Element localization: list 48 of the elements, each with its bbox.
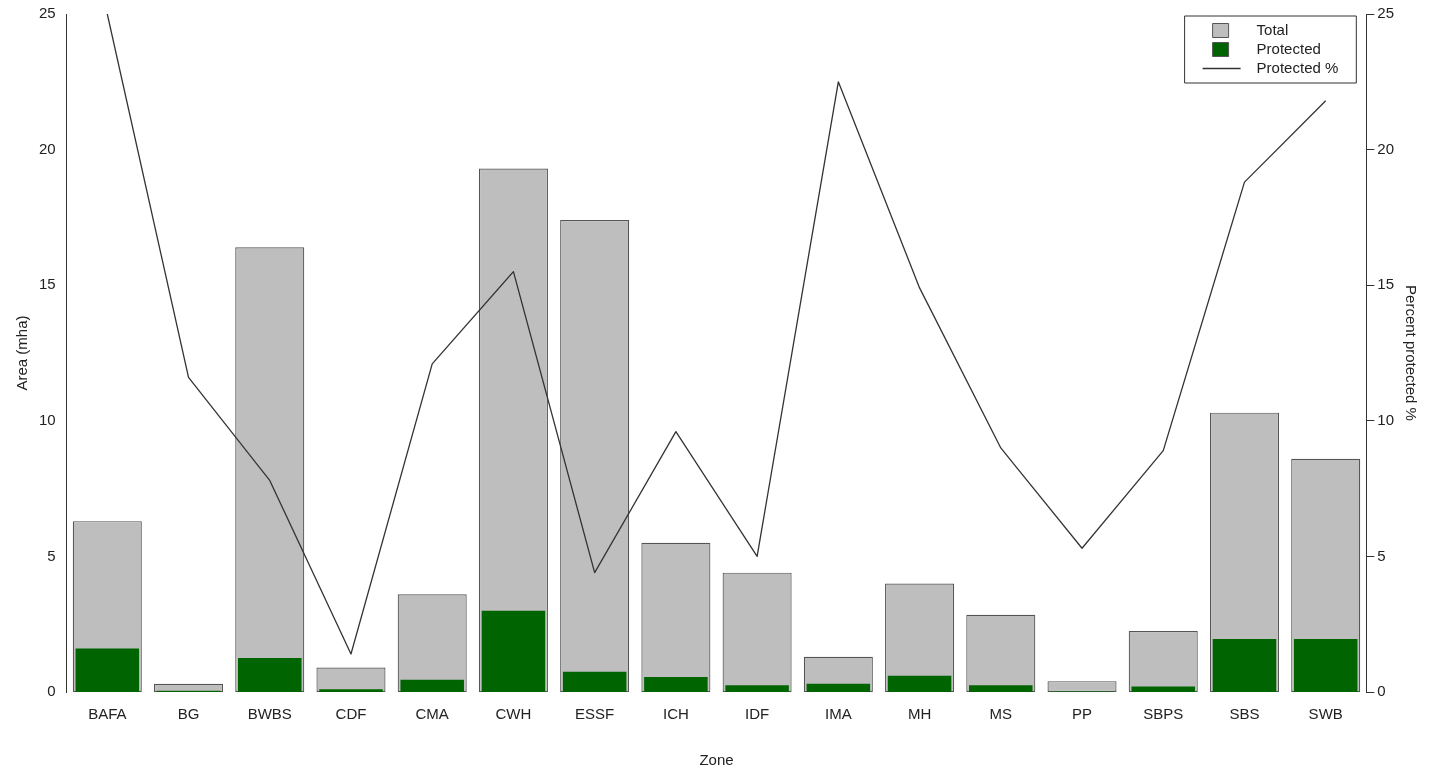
x-tick-label: MS	[989, 705, 1013, 723]
bar	[1293, 639, 1358, 692]
x-tick-label: CMA	[415, 705, 449, 723]
x-tick-label: MH	[907, 705, 932, 723]
bar	[969, 685, 1033, 692]
x-tick-label: SWB	[1308, 705, 1343, 723]
y2-tick-label: 20	[1377, 139, 1394, 157]
x-tick-label: IDF	[745, 705, 770, 723]
y-tick-label: 5	[47, 546, 56, 564]
bar	[806, 683, 871, 692]
x-axis-title: Zone	[699, 751, 734, 769]
bar	[1131, 686, 1196, 692]
y-tick-label: 0	[47, 682, 56, 700]
bar	[887, 675, 952, 692]
x-tick-label: BWBS	[247, 705, 292, 723]
y-tick-label: 20	[39, 139, 56, 157]
y-axis-title: Area (mha)	[13, 315, 31, 391]
y2-tick-label: 5	[1377, 546, 1386, 564]
y2-tick-label: 25	[1377, 4, 1394, 22]
legend-label: Protected %	[1256, 58, 1339, 76]
y2-tick-label: 0	[1377, 682, 1386, 700]
x-tick-label: SBS	[1229, 705, 1260, 723]
bar	[725, 685, 789, 692]
bar	[644, 677, 708, 692]
x-tick-label: BG	[177, 705, 200, 723]
x-tick-label: IMA	[825, 705, 852, 723]
y-tick-label: 25	[39, 4, 56, 22]
bar	[237, 658, 302, 692]
legend-label: Total	[1256, 20, 1289, 38]
y2-tick-label: 15	[1377, 275, 1394, 293]
x-tick-label: BAFA	[88, 705, 127, 723]
x-tick-label: CDF	[335, 705, 367, 723]
bar	[75, 648, 140, 692]
x-tick-label: ESSF	[575, 705, 615, 723]
bar	[319, 689, 383, 692]
x-tick-label: CWH	[495, 705, 532, 723]
y-tick-label: 15	[39, 275, 56, 293]
x-tick-label: ICH	[662, 705, 689, 723]
bar	[1212, 639, 1277, 692]
x-tick-label: PP	[1072, 705, 1093, 723]
x-tick-label: SBPS	[1143, 705, 1184, 723]
y2-tick-label: 10	[1377, 410, 1394, 428]
bar	[400, 679, 464, 692]
y2-axis-title: Percent protected %	[1402, 285, 1420, 421]
bar	[481, 610, 546, 692]
y-tick-label: 10	[39, 410, 56, 428]
legend-label: Protected	[1256, 39, 1321, 57]
bar	[562, 671, 627, 692]
